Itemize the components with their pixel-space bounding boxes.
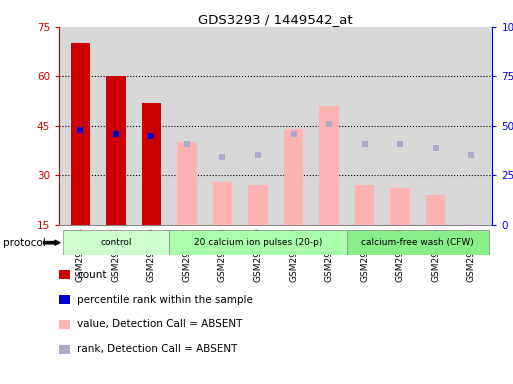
Text: protocol: protocol: [3, 238, 45, 248]
Bar: [142, 103, 161, 225]
Text: rank, Detection Call = ABSENT: rank, Detection Call = ABSENT: [77, 344, 238, 354]
Title: GDS3293 / 1449542_at: GDS3293 / 1449542_at: [199, 13, 353, 26]
Bar: [390, 189, 410, 225]
Bar: [284, 129, 303, 225]
Bar: [169, 230, 347, 255]
Bar: [63, 230, 169, 255]
Text: calcium-free wash (CFW): calcium-free wash (CFW): [362, 238, 474, 247]
Bar: [213, 182, 232, 225]
Text: value, Detection Call = ABSENT: value, Detection Call = ABSENT: [77, 319, 242, 329]
Text: percentile rank within the sample: percentile rank within the sample: [77, 295, 253, 305]
Bar: [355, 185, 374, 225]
Text: control: control: [100, 238, 132, 247]
Text: 20 calcium ion pulses (20-p): 20 calcium ion pulses (20-p): [194, 238, 322, 247]
Bar: [177, 142, 196, 225]
Bar: [248, 185, 268, 225]
Bar: [319, 106, 339, 225]
Text: count: count: [77, 270, 107, 280]
Bar: [347, 230, 489, 255]
Bar: [71, 43, 90, 225]
Bar: [426, 195, 445, 225]
Bar: [461, 225, 481, 228]
Bar: [106, 76, 126, 225]
